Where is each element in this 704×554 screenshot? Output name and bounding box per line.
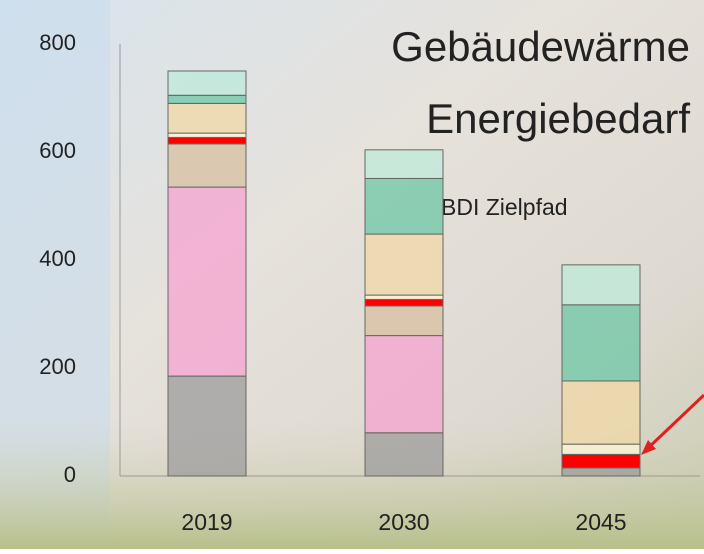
bar-segment [364,233,444,296]
bar-segment [167,186,247,377]
bar-segment [561,380,641,445]
bar-segment [167,102,247,134]
bar-segment [364,298,444,307]
bar-segment [167,143,247,188]
bar-segment [561,443,641,455]
bar-segment [561,264,641,306]
title-line: Energiebedarf [426,95,690,142]
bar-segment [364,149,444,179]
bar-segment [364,177,444,235]
bar-segment [364,294,444,300]
bar-segment [167,94,247,104]
bar-segment [364,305,444,337]
y-tick-label: 0 [64,462,76,487]
y-tick-label: 600 [39,138,76,163]
x-tick-label: 2030 [378,509,429,535]
bar-segment [561,304,641,382]
bar-segment [167,132,247,138]
arrow-head [641,440,656,455]
bar-segment [561,453,641,469]
bar-segment [561,467,641,477]
title-line: Gebäudewärme [391,23,690,70]
y-tick-label: 200 [39,354,76,379]
x-tick-label: 2045 [575,509,626,535]
x-tick-label: 2019 [181,509,232,535]
y-tick-label: 400 [39,246,76,271]
arrow [644,393,704,452]
y-tick-label: 800 [39,30,76,55]
bar-segment [167,136,247,145]
bar-segment [167,70,247,96]
bar-segment [167,375,247,477]
annotation: BDI Zielpfad [441,194,568,220]
bar-segment [364,335,444,434]
bar-segment [364,432,444,477]
